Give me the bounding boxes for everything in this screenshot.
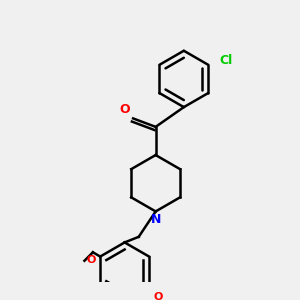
Text: O: O [87,255,96,265]
Text: O: O [153,292,163,300]
Text: N: N [151,213,161,226]
Text: Cl: Cl [220,54,233,67]
Text: O: O [120,103,130,116]
